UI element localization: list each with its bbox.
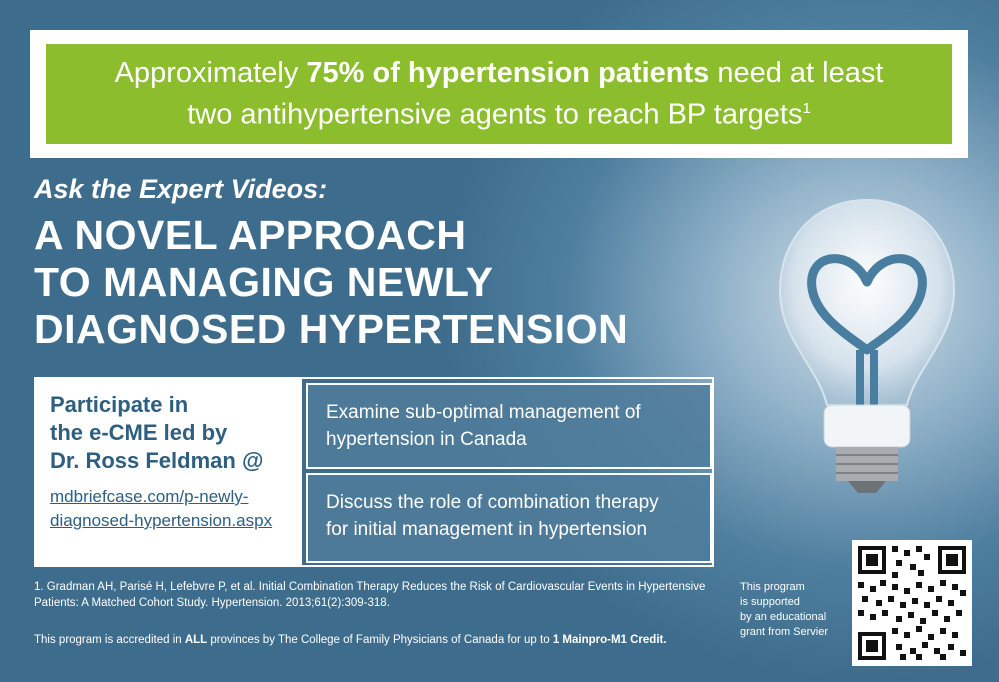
title-line: DIAGNOSED HYPERTENSION [34, 306, 629, 352]
cta-box: Participate in the e-CME led by Dr. Ross… [36, 379, 302, 565]
headline-text: need at least [709, 57, 884, 90]
link-text[interactable]: mdbriefcase.com/p-newly- [50, 487, 249, 506]
cme-link[interactable]: mdbriefcase.com/p-newly-diagnosed-hypert… [50, 485, 290, 533]
grant-line: This program [740, 581, 805, 593]
link-text[interactable]: diagnosed-hypertension.aspx [50, 511, 273, 530]
grant-note: This program is supported by an educatio… [740, 580, 850, 640]
title-line: A NOVEL APPROACH [34, 212, 467, 258]
headline-line-1: Approximately 75% of hypertension patien… [46, 55, 952, 91]
grant-line: grant from Servier [740, 626, 829, 638]
accreditation-emphasis: ALL [184, 634, 208, 646]
objective-box: Examine sub-optimal management of hypert… [306, 383, 712, 469]
accreditation-credit: 1 Mainpro-M1 Credit. [552, 634, 667, 646]
headline-text: two antihypertensive agents to reach BP … [187, 98, 803, 131]
cta-line: Participate in [50, 392, 189, 417]
headline-line-2: two antihypertensive agents to reach BP … [46, 91, 952, 133]
headline-box: Approximately 75% of hypertension patien… [46, 44, 952, 144]
objective-text: Discuss the role of combination therapy [326, 492, 659, 513]
title-line: TO MANAGING NEWLY [34, 259, 494, 305]
cta-line: the e-CME led by [50, 420, 228, 445]
headline-banner: Approximately 75% of hypertension patien… [30, 30, 968, 158]
objective-text: hypertension in Canada [326, 429, 527, 450]
reference-line: 1. Gradman AH, Parisé H, Lefebvre P, et … [34, 581, 706, 593]
footnote-marker: 1 [802, 100, 811, 118]
kicker-text: Ask the Expert Videos: [34, 174, 328, 204]
objective-text: for initial management in hypertension [326, 519, 648, 540]
qr-code-graphic [858, 546, 966, 660]
cme-panel: Participate in the e-CME led by Dr. Ross… [34, 377, 714, 567]
accreditation-text: This program is accredited in [34, 634, 185, 646]
reference-citation: 1. Gradman AH, Parisé H, Lefebvre P, et … [34, 579, 714, 611]
accreditation-note: This program is accredited in ALL provin… [34, 634, 754, 646]
qr-code-icon[interactable] [852, 540, 972, 666]
grant-line: is supported [740, 596, 800, 608]
page-title: A NOVEL APPROACH TO MANAGING NEWLY DIAGN… [34, 212, 628, 353]
headline-text: Approximately [114, 57, 307, 90]
headline-emphasis: 75% of hypertension patients [306, 57, 710, 90]
heart-lightbulb-icon [778, 198, 956, 493]
objective-box: Discuss the role of combination therapy … [306, 473, 712, 563]
reference-line: Patients: A Matched Cohort Study. Hypert… [34, 597, 390, 609]
objective-text: Examine sub-optimal management of [326, 402, 641, 423]
cta-line: Dr. Ross Feldman @ [50, 448, 264, 473]
grant-line: by an educational [740, 611, 827, 623]
accreditation-text: provinces by The College of Family Physi… [207, 634, 553, 646]
